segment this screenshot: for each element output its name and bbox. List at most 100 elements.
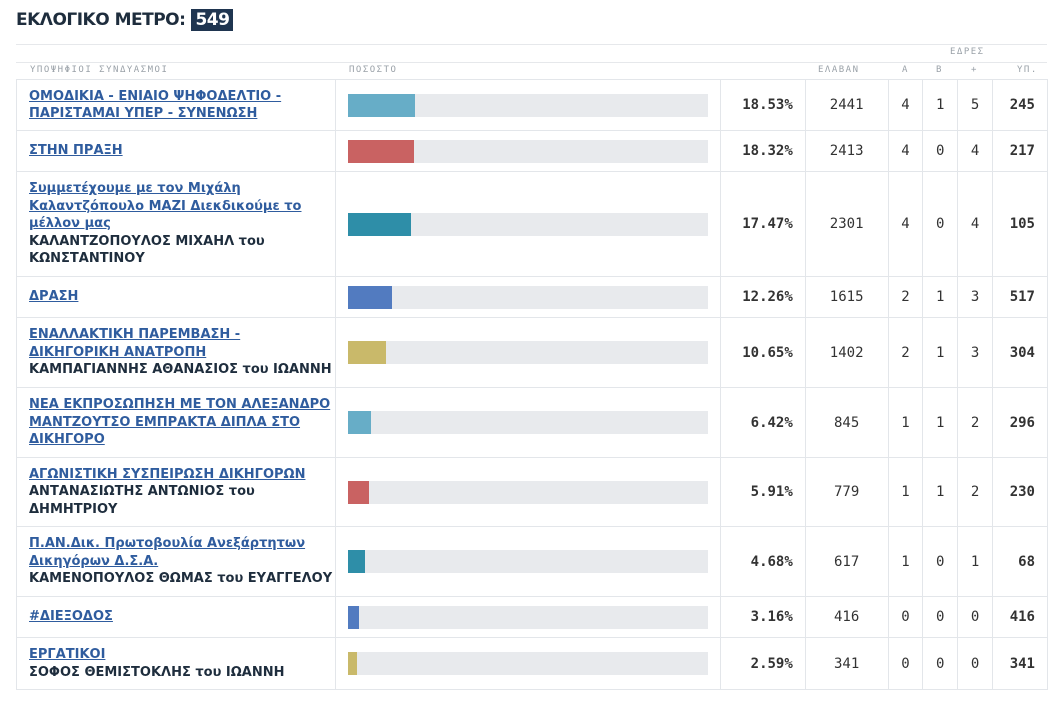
percent-bar-fill <box>348 285 393 309</box>
header-seats: ΕΔΡΕΣ <box>950 47 985 57</box>
seats-b: 0 <box>922 171 959 277</box>
percent-bar-fill <box>348 550 365 573</box>
header-b: Β <box>936 65 943 75</box>
table-row: ΟΜΟΔΙΚΙΑ - ΕΝΙΑΙΟ ΨΗΦΟΔΕΛΤΙΟ - ΠΑΡΙΣΤΑΜΑ… <box>15 79 1048 131</box>
candidate-cell: ΣΤΗΝ ΠΡΑΞΗ <box>15 130 337 172</box>
seats-plus: 3 <box>957 276 994 318</box>
votes-value: 1402 <box>804 317 889 388</box>
seats-a: 1 <box>887 387 924 458</box>
candidate-link[interactable]: ΟΜΟΔΙΚΙΑ - ΕΝΙΑΙΟ ΨΗΦΟΔΕΛΤΙΟ - ΠΑΡΙΣΤΑΜΑ… <box>29 88 282 122</box>
percent-bar <box>348 285 709 309</box>
percent-bar-cell <box>335 130 721 172</box>
percent-bar-fill <box>348 411 372 434</box>
candidate-cell: #ΔΙΕΞΟΔΟΣ <box>15 596 337 638</box>
candidate-leader: ΣΟΦΟΣ ΘΕΜΙΣΤΟΚΛΗΣ του ΙΩΑΝΝΗ <box>29 664 285 680</box>
table-row: #ΔΙΕΞΟΔΟΣ 3.16% 416 0 0 0 416 <box>15 596 1048 638</box>
seats-a: 1 <box>887 457 924 527</box>
candidate-leader: ΑΝΤΑΝΑΣΙΩΤΗΣ ΑΝΤΩΝΙΟΣ του ΔΗΜΗΤΡΙΟΥ <box>29 484 255 517</box>
divider <box>16 62 1047 63</box>
percent-value: 12.26% <box>719 276 806 318</box>
percent-bar-cell <box>335 596 721 638</box>
seats-plus: 1 <box>957 526 994 597</box>
candidate-cell: Συμμετέχουμε με τον Μιχάλη Καλαντζόπουλο… <box>15 171 337 277</box>
candidate-cell: ΔΡΑΣΗ <box>15 276 337 318</box>
percent-bar-cell <box>335 526 721 597</box>
header-yp: ΥΠ. <box>1017 65 1038 75</box>
votes-value: 341 <box>804 637 889 690</box>
candidate-leader: ΚΑΛΑΝΤΖΟΠΟΥΛΟΣ ΜΙΧΑΗΛ του ΚΩΝΣΤΑΝΤΙΝΟΥ <box>29 233 265 267</box>
table-row: Συμμετέχουμε με τον Μιχάλη Καλαντζόπουλο… <box>15 171 1048 277</box>
seats-a: 4 <box>887 171 924 277</box>
candidate-link[interactable]: ΝΕΑ ΕΚΠΡΟΣΩΠΗΣΗ ΜΕ ΤΟΝ ΑΛΕΞΑΝΔΡΟ ΜΑΝΤΖΟΥ… <box>29 397 331 448</box>
seats-plus: 2 <box>957 387 994 458</box>
table-row: ΝΕΑ ΕΚΠΡΟΣΩΠΗΣΗ ΜΕ ΤΟΝ ΑΛΕΞΑΝΔΡΟ ΜΑΝΤΖΟΥ… <box>15 387 1048 458</box>
percent-bar-cell <box>335 457 721 527</box>
seats-a: 4 <box>887 130 924 172</box>
votes-value: 617 <box>804 526 889 597</box>
yp-value: 304 <box>992 317 1048 388</box>
yp-value: 105 <box>992 171 1048 277</box>
percent-value: 3.16% <box>719 596 806 638</box>
percent-bar-fill <box>348 93 415 117</box>
yp-value: 416 <box>992 596 1048 638</box>
votes-value: 845 <box>804 387 889 458</box>
percent-value: 6.42% <box>719 387 806 458</box>
percent-bar <box>348 550 709 573</box>
header-a: Α <box>902 65 909 75</box>
candidate-link[interactable]: ΔΡΑΣΗ <box>29 289 79 305</box>
candidate-cell: ΕΡΓΑΤΙΚΟΙ ΣΟΦΟΣ ΘΕΜΙΣΤΟΚΛΗΣ του ΙΩΑΝΝΗ <box>15 637 337 690</box>
seats-b: 1 <box>922 79 959 131</box>
candidate-link[interactable]: ΕΝΑΛΛΑΚΤΙΚΗ ΠΑΡΕΜΒΑΣΗ - ΔΙΚΗΓΟΡΙΚΗ ΑΝΑΤΡ… <box>29 327 241 360</box>
table-row: ΕΝΑΛΛΑΚΤΙΚΗ ΠΑΡΕΜΒΑΣΗ - ΔΙΚΗΓΟΡΙΚΗ ΑΝΑΤΡ… <box>15 317 1048 388</box>
percent-value: 17.47% <box>719 171 806 277</box>
seats-b: 0 <box>922 637 959 690</box>
seats-plus: 4 <box>957 171 994 277</box>
percent-bar <box>348 212 709 236</box>
header-percent: ΠΟΣΟΣΤΟ <box>349 65 398 75</box>
results-table: ΟΜΟΔΙΚΙΑ - ΕΝΙΑΙΟ ΨΗΦΟΔΕΛΤΙΟ - ΠΑΡΙΣΤΑΜΑ… <box>15 79 1048 690</box>
percent-bar-fill <box>348 480 370 504</box>
yp-value: 341 <box>992 637 1048 690</box>
votes-value: 2441 <box>804 79 889 131</box>
seats-a: 4 <box>887 79 924 131</box>
seats-b: 1 <box>922 457 959 527</box>
header-candidates: ΥΠΟΨΗΦΙΟΙ ΣΥΝΔΥΑΣΜΟΙ <box>30 65 169 75</box>
divider <box>16 44 1047 45</box>
candidate-leader: ΚΑΜΠΑΓΙΑΝΝΗΣ ΑΘΑΝΑΣΙΟΣ του ΙΩΑΝΝΗ <box>29 362 332 378</box>
seats-plus: 0 <box>957 596 994 638</box>
percent-value: 2.59% <box>719 637 806 690</box>
candidate-leader: ΚΑΜΕΝΟΠΟΥΛΟΣ ΘΩΜΑΣ του ΕΥΑΓΓΕΛΟΥ <box>29 571 333 587</box>
seats-b: 1 <box>922 387 959 458</box>
candidate-link[interactable]: ΑΓΩΝΙΣΤΙΚΗ ΣΥΣΠΕΙΡΩΣΗ ΔΙΚΗΓΟΡΩΝ <box>29 466 306 482</box>
seats-plus: 5 <box>957 79 994 131</box>
seats-plus: 3 <box>957 317 994 388</box>
quota-badge: 549 <box>191 9 234 31</box>
candidate-link[interactable]: Συμμετέχουμε με τον Μιχάλη Καλαντζόπουλο… <box>29 181 302 232</box>
candidate-cell: ΟΜΟΔΙΚΙΑ - ΕΝΙΑΙΟ ΨΗΦΟΔΕΛΤΙΟ - ΠΑΡΙΣΤΑΜΑ… <box>15 79 337 131</box>
seats-plus: 4 <box>957 130 994 172</box>
votes-value: 416 <box>804 596 889 638</box>
candidate-link[interactable]: ΣΤΗΝ ΠΡΑΞΗ <box>29 143 123 159</box>
percent-bar <box>348 93 709 117</box>
percent-value: 5.91% <box>719 457 806 527</box>
votes-value: 779 <box>804 457 889 527</box>
table-row: ΕΡΓΑΤΙΚΟΙ ΣΟΦΟΣ ΘΕΜΙΣΤΟΚΛΗΣ του ΙΩΑΝΝΗ 2.… <box>15 637 1048 690</box>
votes-value: 2301 <box>804 171 889 277</box>
percent-bar-fill <box>348 341 387 364</box>
candidate-cell: ΕΝΑΛΛΑΚΤΙΚΗ ΠΑΡΕΜΒΑΣΗ - ΔΙΚΗΓΟΡΙΚΗ ΑΝΑΤΡ… <box>15 317 337 388</box>
percent-bar-fill <box>348 212 411 236</box>
candidate-link[interactable]: #ΔΙΕΞΟΔΟΣ <box>29 609 113 625</box>
percent-bar-cell <box>335 276 721 318</box>
candidate-link[interactable]: Π.ΑΝ.Δικ. Πρωτοβουλία Ανεξάρτητων Δικηγό… <box>29 536 306 569</box>
candidate-link[interactable]: ΕΡΓΑΤΙΚΟΙ <box>29 647 106 662</box>
percent-bar-cell <box>335 387 721 458</box>
percent-bar-cell <box>335 317 721 388</box>
percent-bar <box>348 652 709 675</box>
yp-value: 296 <box>992 387 1048 458</box>
candidate-cell: Π.ΑΝ.Δικ. Πρωτοβουλία Ανεξάρτητων Δικηγό… <box>15 526 337 597</box>
page-title: ΕΚΛΟΓΙΚΟ ΜΕΤΡΟ: 549 <box>16 9 234 31</box>
candidate-cell: ΑΓΩΝΙΣΤΙΚΗ ΣΥΣΠΕΙΡΩΣΗ ΔΙΚΗΓΟΡΩΝ ΑΝΤΑΝΑΣΙΩ… <box>15 457 337 527</box>
table-row: ΔΡΑΣΗ 12.26% 1615 2 1 3 517 <box>15 276 1048 318</box>
percent-bar-fill <box>348 139 414 163</box>
candidate-cell: ΝΕΑ ΕΚΠΡΟΣΩΠΗΣΗ ΜΕ ΤΟΝ ΑΛΕΞΑΝΔΡΟ ΜΑΝΤΖΟΥ… <box>15 387 337 458</box>
